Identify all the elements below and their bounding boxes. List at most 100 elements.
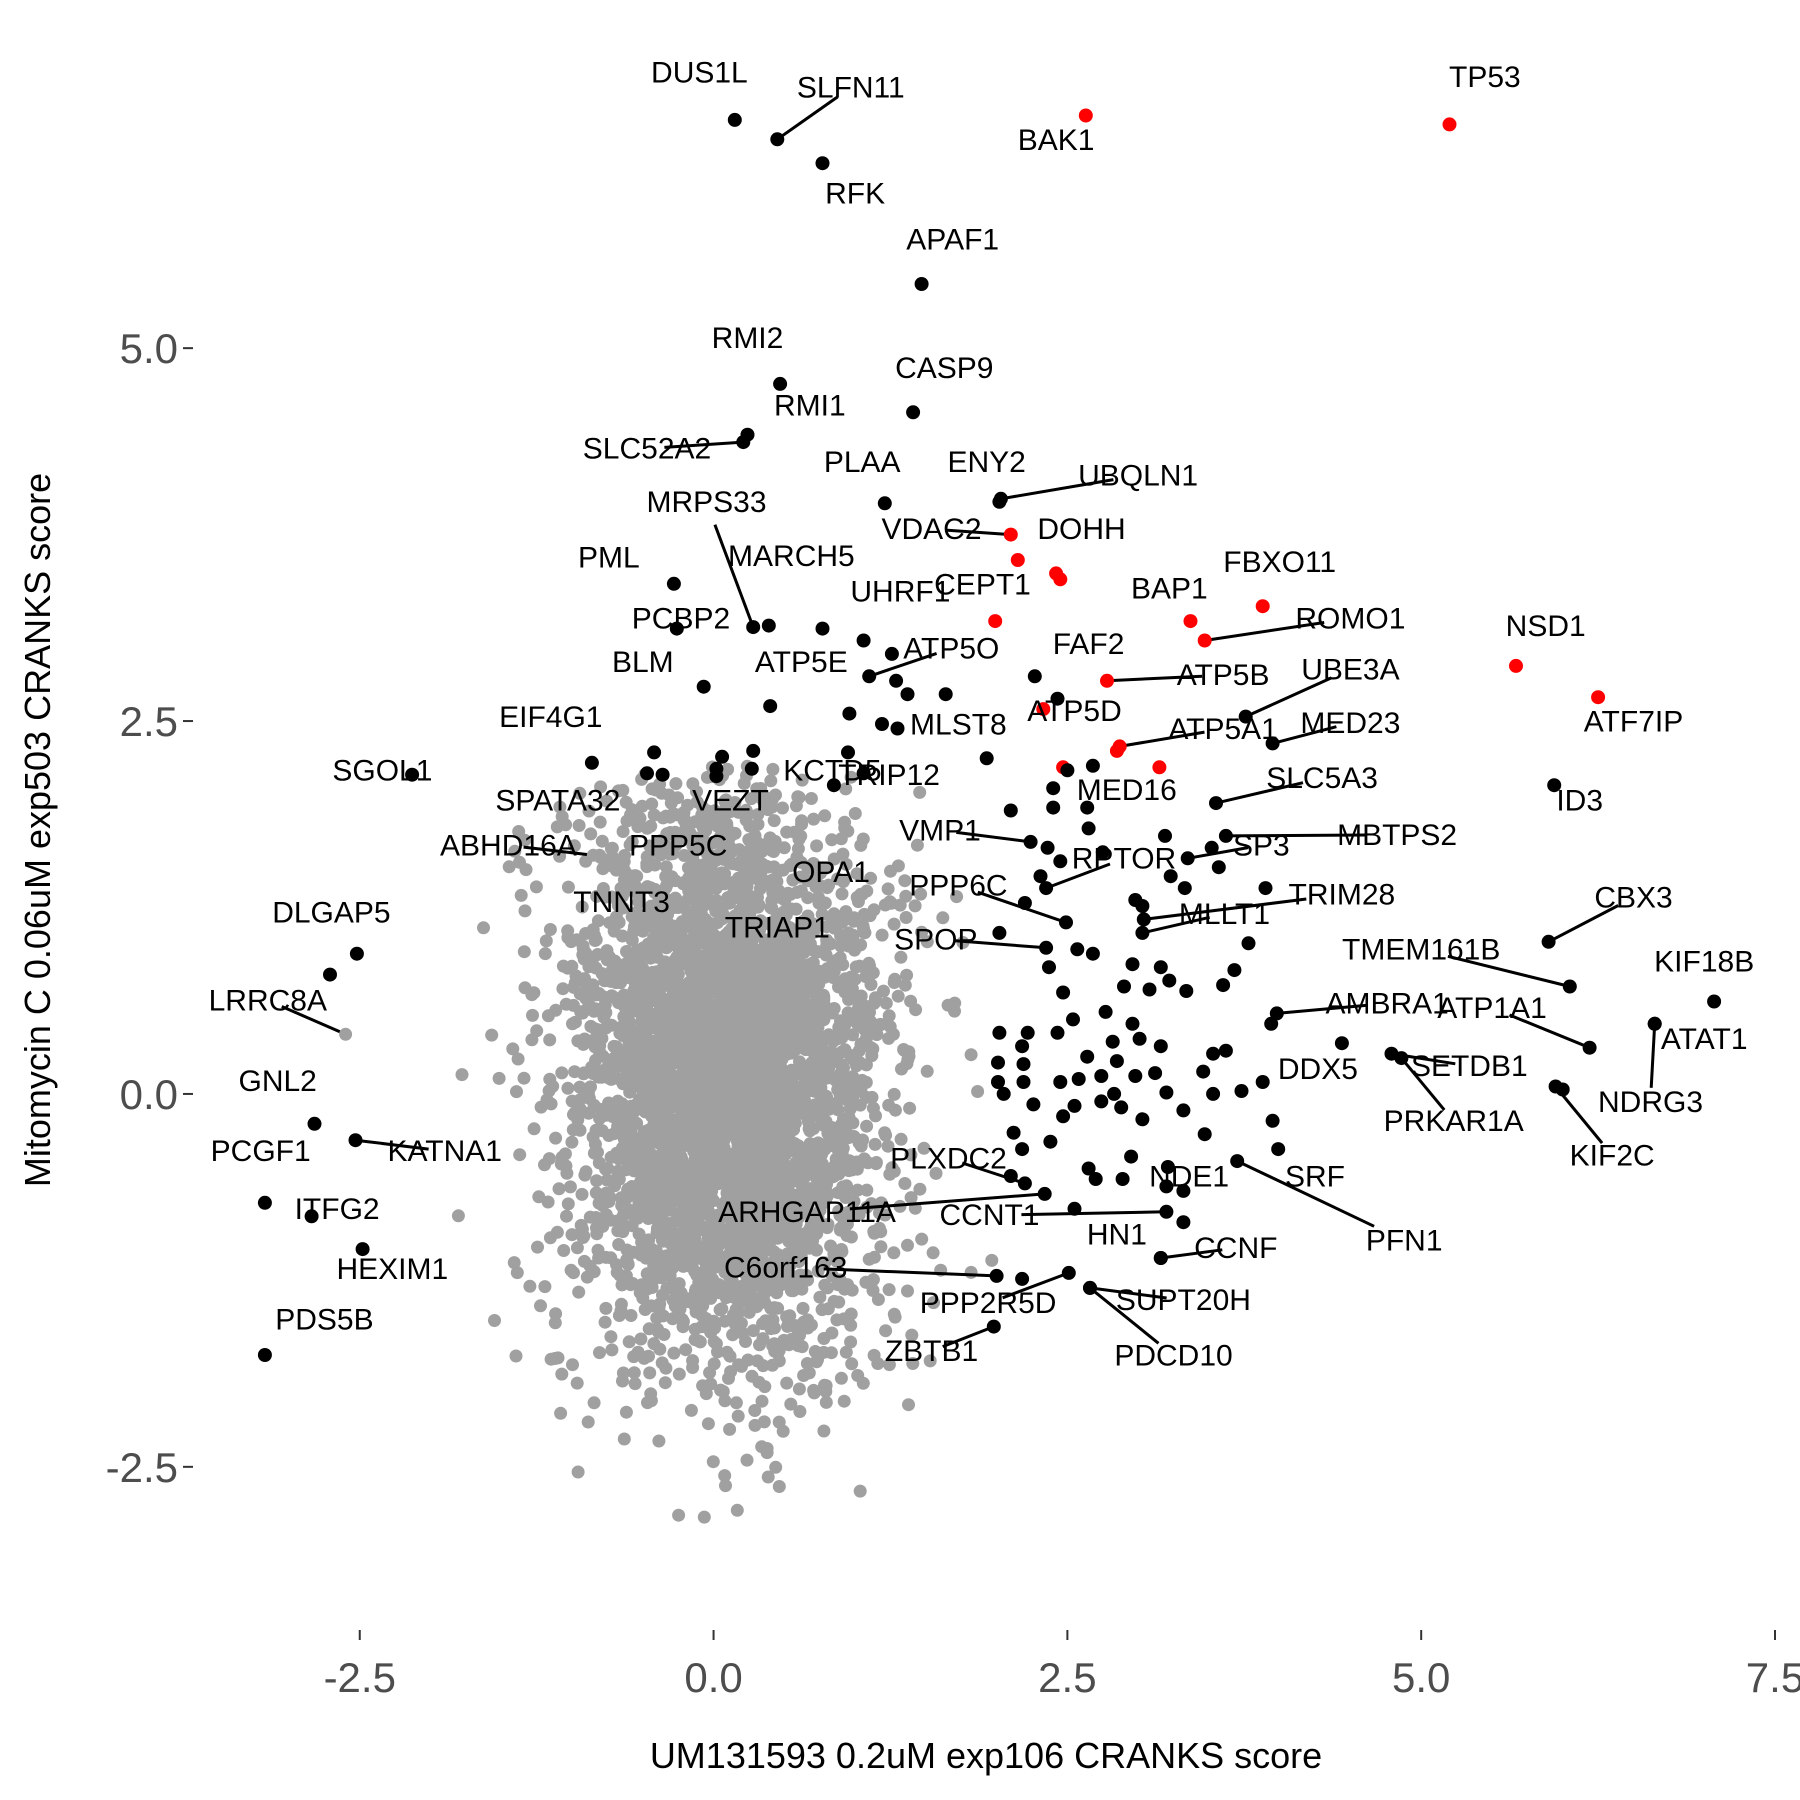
gene-label: VEZT (692, 785, 769, 818)
background-point (731, 1099, 745, 1113)
gene-label: ATF7IP (1584, 706, 1683, 739)
background-point (573, 786, 587, 800)
background-point (618, 849, 631, 862)
background-point (833, 1057, 847, 1071)
background-point (644, 1049, 658, 1063)
background-point (677, 813, 691, 827)
data-point (1180, 851, 1195, 866)
background-point (750, 1354, 764, 1368)
gene-label: PDS5B (275, 1304, 373, 1337)
data-point (666, 576, 681, 591)
background-point (868, 1137, 882, 1151)
data-point (1227, 963, 1242, 978)
background-point (775, 1052, 789, 1066)
background-point (622, 970, 635, 984)
background-point (529, 880, 543, 894)
background-point (555, 1367, 569, 1381)
background-point (726, 1162, 740, 1175)
data-point (1070, 942, 1085, 957)
y-axis-title: Mitomycin C 0.06uM exp503 CRANKS score (17, 473, 58, 1187)
background-point (807, 1386, 821, 1400)
background-point (657, 1128, 671, 1142)
background-point (785, 1085, 799, 1099)
background-point (688, 815, 702, 829)
background-point (782, 1110, 796, 1124)
background-point (769, 1460, 783, 1474)
gene-label: ATP5A1 (1168, 713, 1278, 746)
background-point (768, 890, 782, 904)
data-point (1023, 834, 1038, 849)
gene-label: MRPS33 (646, 486, 766, 519)
background-point (850, 867, 864, 881)
gene-label: KATNA1 (387, 1135, 501, 1168)
data-point (1081, 821, 1096, 836)
background-point (804, 962, 818, 976)
background-point (887, 1087, 901, 1101)
background-point (741, 1353, 755, 1367)
gene-label: PML (578, 541, 640, 574)
gene-label: SP3 (1233, 829, 1290, 862)
background-point (659, 1361, 673, 1375)
background-point (840, 1080, 854, 1094)
background-point (506, 1042, 520, 1056)
background-point (600, 1173, 614, 1187)
background-point (633, 1092, 647, 1106)
background-point (776, 801, 789, 815)
background-point (789, 902, 803, 916)
data-point (1132, 1031, 1147, 1046)
background-point (601, 1161, 615, 1175)
data-point (991, 1075, 1005, 1089)
background-point (720, 966, 734, 980)
background-point (599, 1301, 613, 1315)
background-point (686, 974, 700, 988)
data-point (709, 761, 724, 776)
background-point (682, 1106, 696, 1120)
background-point (654, 1084, 667, 1098)
background-point (620, 1017, 634, 1030)
background-point (801, 891, 815, 905)
background-point (565, 1094, 579, 1108)
y-tick-label: 2.5 (120, 698, 178, 745)
gene-label: ATP5E (755, 646, 848, 679)
background-point (627, 1004, 641, 1018)
background-point (684, 1403, 698, 1417)
background-point (552, 1182, 566, 1196)
background-point (688, 1322, 702, 1336)
data-point (1003, 527, 1018, 542)
background-point (835, 1045, 849, 1059)
background-point (874, 1240, 888, 1254)
background-point (923, 1354, 937, 1368)
background-point (744, 1016, 758, 1030)
background-point (712, 1227, 726, 1241)
background-point (735, 1280, 749, 1294)
background-point (630, 907, 644, 921)
background-point (686, 777, 700, 791)
background-point (583, 1210, 597, 1224)
background-point (856, 832, 870, 846)
background-point (616, 825, 630, 838)
background-point (730, 1503, 744, 1517)
data-point (1541, 934, 1556, 949)
background-point (622, 1153, 635, 1167)
background-point (797, 1015, 811, 1029)
gene-label: HEXIM1 (336, 1253, 448, 1286)
background-point (746, 1324, 760, 1338)
data-point (1591, 690, 1606, 705)
data-point (1105, 1034, 1120, 1049)
background-point (587, 1396, 601, 1410)
background-point (667, 1346, 681, 1360)
gene-label: TRIP12 (838, 759, 940, 792)
background-point (790, 850, 804, 864)
background-point (899, 911, 913, 924)
background-point (884, 864, 897, 878)
data-point (655, 767, 670, 782)
background-point (722, 855, 736, 869)
x-tick-label: 0.0 (684, 1654, 742, 1701)
background-point (644, 1073, 658, 1087)
background-point (567, 839, 581, 853)
gene-label: PLXDC2 (890, 1143, 1007, 1176)
background-point (695, 1308, 709, 1322)
background-point (819, 1379, 833, 1393)
background-point (760, 1442, 774, 1455)
data-point (815, 156, 830, 171)
